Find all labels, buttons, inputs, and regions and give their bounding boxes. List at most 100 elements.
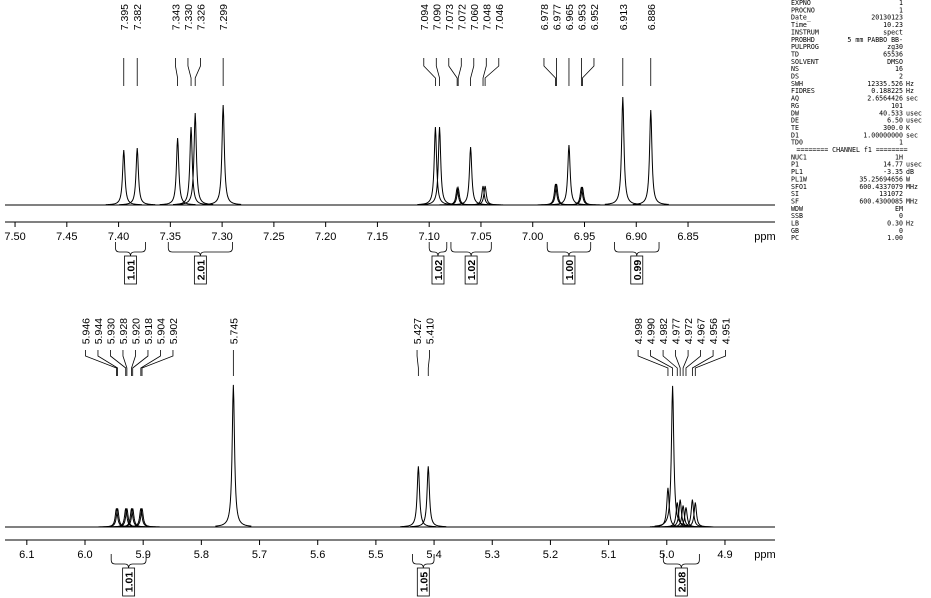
parameter-unit: usec <box>906 161 922 169</box>
peak-label: 5.745 <box>228 318 240 344</box>
peak-connector <box>482 58 487 86</box>
parameter-value: 40.533 <box>879 109 903 117</box>
peak <box>410 466 447 528</box>
parameter-name: DS <box>791 73 799 81</box>
peak-label: 7.382 <box>132 4 144 30</box>
parameter-name: PROCNO <box>791 6 815 14</box>
peak-label: 7.072 <box>456 4 468 30</box>
parameter-value: 600.4300085 <box>859 197 903 205</box>
x-tick-label: 7.05 <box>470 231 491 243</box>
x-tick-label: 7.25 <box>263 231 284 243</box>
peak-label: 4.967 <box>696 318 708 344</box>
peak-connector <box>435 58 440 86</box>
peak-connector <box>685 350 701 376</box>
x-tick-label: 5.7 <box>252 549 267 561</box>
parameter-value: 1 <box>899 6 903 14</box>
peak-label: 5.427 <box>412 318 424 344</box>
parameter-name: PROBHD <box>791 36 815 44</box>
peak <box>632 109 669 205</box>
x-tick-label: 7.45 <box>56 231 77 243</box>
peak-label: 7.330 <box>183 4 195 30</box>
parameter-value: spect <box>883 28 903 36</box>
peak <box>604 96 641 205</box>
x-axis-label: ppm <box>754 231 775 243</box>
x-tick-label: 5.9 <box>136 549 151 561</box>
parameter-unit: sec <box>906 95 918 103</box>
peak-connector <box>97 350 118 376</box>
parameter-name: WDW <box>791 205 803 213</box>
parameter-name: LB <box>791 220 799 228</box>
peak-label: 7.343 <box>170 4 182 30</box>
parameter-name: Date_ <box>791 14 811 22</box>
parameter-value: 1.00 <box>887 234 903 242</box>
parameter-unit: Hz <box>906 80 914 88</box>
parameter-unit: usec <box>906 109 922 117</box>
parameter-name: PULPROG <box>791 43 819 51</box>
peak <box>550 144 587 206</box>
integral-label: 1.05 <box>418 572 430 593</box>
integral-box <box>630 255 644 285</box>
parameter-value: 131072 <box>879 190 903 198</box>
x-tick-label: 7.40 <box>108 231 129 243</box>
integral-label: 2.01 <box>195 260 207 281</box>
peak-label: 7.073 <box>444 4 456 30</box>
peak <box>677 502 714 528</box>
integral-bracket <box>110 554 147 569</box>
peak-connector <box>140 350 161 376</box>
parameter-value: 12335.526 <box>867 80 903 88</box>
peak-label: 5.928 <box>118 318 130 344</box>
parameter-name: EXPNO <box>791 0 811 7</box>
parameter-value: 65536 <box>883 50 903 58</box>
parameter-name: FIDRES <box>791 87 815 95</box>
parameter-unit: sec <box>906 131 918 139</box>
peak-connector <box>427 350 430 376</box>
x-tick-label: 6.1 <box>19 549 34 561</box>
parameter-name: INSTRUM <box>791 28 819 36</box>
parameter-value: 2 <box>899 73 903 81</box>
parameter-name: RG <box>791 102 799 110</box>
integral-box <box>431 255 445 285</box>
peak-label: 6.886 <box>646 4 658 30</box>
peak-connector <box>457 58 462 86</box>
peak-connector <box>650 350 674 376</box>
x-tick-label: 6.85 <box>677 231 698 243</box>
peak-label: 4.998 <box>633 318 645 344</box>
parameter-value: 6.50 <box>887 117 903 125</box>
peak <box>421 126 458 206</box>
peak-connector <box>131 350 136 376</box>
parameter-name: Time <box>791 21 807 29</box>
parameter-unit: MHz <box>906 197 918 205</box>
x-tick-label: 7.20 <box>315 231 336 243</box>
peak <box>159 137 196 206</box>
integral-box <box>416 567 430 597</box>
peak-connector <box>416 350 419 376</box>
peak-label: 5.904 <box>155 318 167 344</box>
peak-label: 5.920 <box>130 318 142 344</box>
peak <box>417 126 454 206</box>
integral-box <box>562 255 576 285</box>
peak-label: 7.046 <box>494 4 506 30</box>
peak-label: 7.326 <box>195 4 207 30</box>
parameter-value: 0.188225 <box>871 87 903 95</box>
parameter-value: 300.0 <box>883 124 903 132</box>
parameter-unit: dB <box>906 168 914 176</box>
parameter-value: 16 <box>895 65 903 73</box>
x-tick-label: 7.50 <box>4 231 25 243</box>
integral-bracket <box>167 242 233 257</box>
parameter-value: 5 mm PABBO BB- <box>847 36 903 44</box>
x-tick-label: 6.95 <box>574 231 595 243</box>
x-tick-label: 6.0 <box>77 549 92 561</box>
peak <box>105 149 142 206</box>
peak-label: 5.902 <box>168 318 180 344</box>
x-tick-label: 5.3 <box>485 549 500 561</box>
x-tick-label: 6.90 <box>626 231 647 243</box>
parameter-name: SF <box>791 197 799 205</box>
integral-bracket <box>412 554 435 569</box>
peak <box>465 185 502 206</box>
peak <box>654 385 691 527</box>
integral-label: 1.00 <box>564 260 576 281</box>
parameter-name: AQ <box>791 95 799 103</box>
parameter-value: 0 <box>899 227 903 235</box>
parameter-name: GB <box>791 227 799 235</box>
parameter-value: 35.25694656 <box>859 175 903 183</box>
